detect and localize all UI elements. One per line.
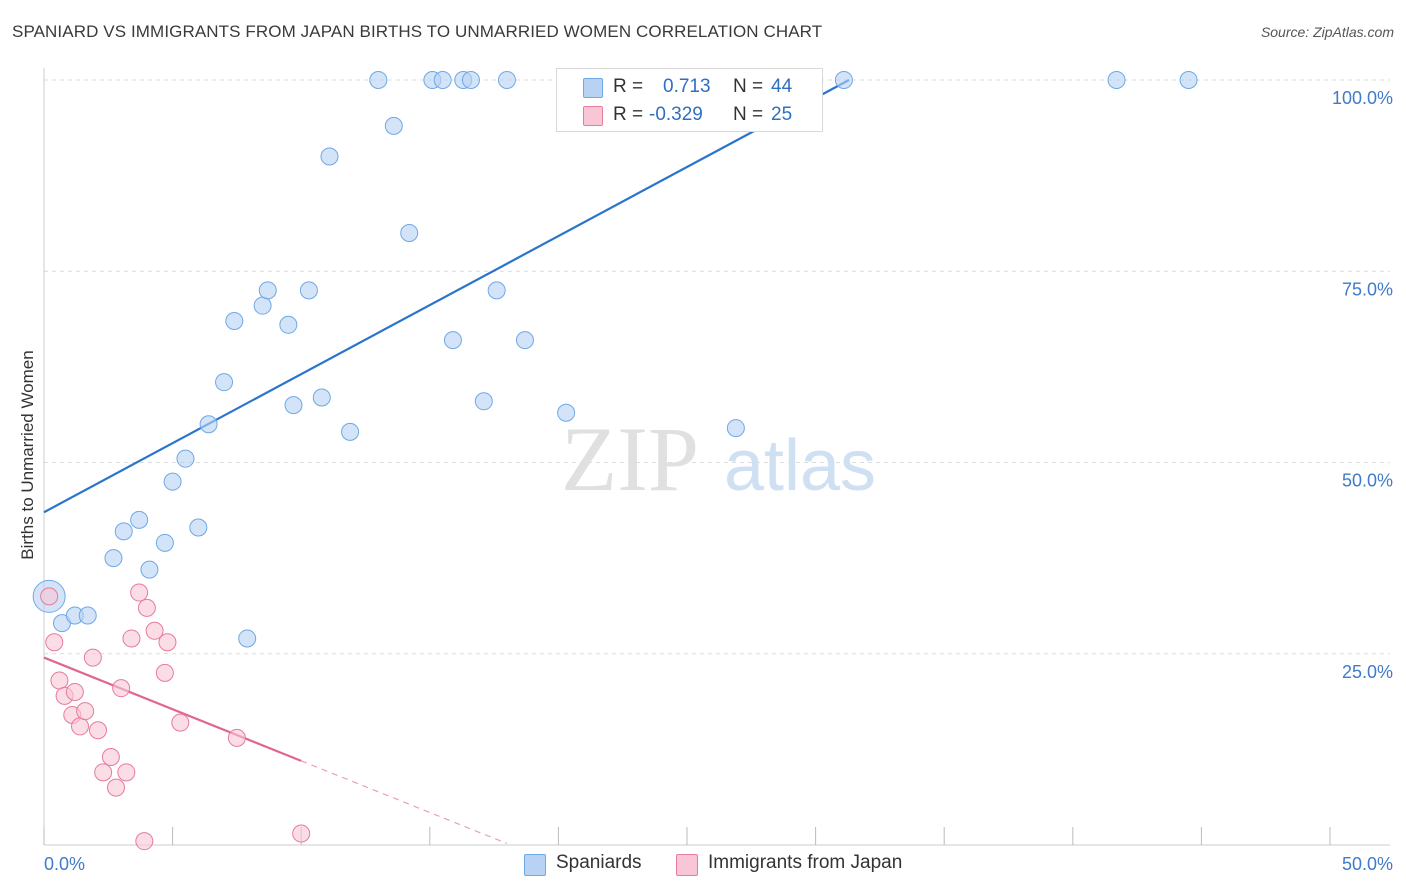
spaniards-point <box>474 392 493 411</box>
legend-r-value: -0.329 <box>649 104 703 125</box>
spaniards-point <box>199 415 218 434</box>
spaniards-point <box>114 522 133 541</box>
y-tick-label: 25.0% <box>1342 662 1393 682</box>
japan-point <box>45 633 64 652</box>
source-label: Source: ZipAtlas.com <box>1260 24 1394 40</box>
spaniards-point <box>140 560 159 579</box>
japan-point <box>158 633 177 652</box>
watermark-atlas: atlas <box>724 426 876 506</box>
japan-point <box>89 721 108 740</box>
legend-swatch-japan <box>583 106 603 126</box>
spaniards-point <box>443 331 462 350</box>
legend-label-japan: Immigrants from Japan <box>708 852 903 873</box>
japan-point <box>40 587 59 606</box>
spaniards-point <box>400 224 419 242</box>
spaniards-point <box>384 116 403 135</box>
legend-n-label: N = <box>733 76 764 97</box>
watermark: ZIP atlas <box>561 408 876 510</box>
x-tick-labels: 0.0% 50.0% <box>44 854 1393 874</box>
legend-r-label: R = <box>613 76 644 97</box>
legend-row-spaniards: R = 0.713 N = 44 <box>557 73 822 101</box>
correlation-legend: R = 0.713 N = 44 R = -0.329 N = 25 <box>556 68 823 132</box>
spaniards-point <box>225 311 244 330</box>
spaniards-point <box>834 71 853 89</box>
spaniards-point <box>176 449 195 468</box>
legend-n-label: N = <box>733 104 764 125</box>
legend-swatch-japan <box>676 854 698 876</box>
japan-trend-extension <box>300 760 508 845</box>
legend-n-value: 44 <box>771 76 793 97</box>
y-axis-title: Births to Unmarried Women <box>18 350 37 560</box>
grid-lines <box>44 79 1390 655</box>
spaniards-point <box>78 606 97 625</box>
spaniards-point <box>1179 71 1198 89</box>
legend-n-value: 25 <box>771 104 793 125</box>
spaniards-point <box>155 533 174 552</box>
spaniards-point <box>726 419 745 438</box>
spaniards-point <box>253 296 272 315</box>
japan-point <box>71 717 90 736</box>
japan-point <box>76 702 95 721</box>
spaniards-point <box>433 71 452 89</box>
spaniards-point <box>497 71 516 89</box>
spaniards-point <box>215 373 234 392</box>
legend-r-value: 0.713 <box>663 76 711 97</box>
spaniards-trend-line <box>43 79 850 514</box>
japan-point <box>107 778 126 797</box>
japan-point <box>155 663 174 682</box>
y-tick-label: 50.0% <box>1342 471 1393 491</box>
x-tick-label: 0.0% <box>44 854 85 874</box>
japan-point <box>65 683 84 701</box>
spaniards-point <box>487 281 506 300</box>
watermark-zip: ZIP <box>561 408 699 510</box>
spaniards-point <box>515 331 534 350</box>
japan-point <box>122 629 141 648</box>
japan-point <box>117 763 136 782</box>
axes <box>43 68 1390 846</box>
x-tick-label: 50.0% <box>1342 854 1393 874</box>
legend-label-spaniards: Spaniards <box>556 852 642 873</box>
japan-point <box>135 832 154 851</box>
y-tick-label: 75.0% <box>1342 279 1393 299</box>
japan-point <box>112 679 131 698</box>
spaniards-point <box>320 147 339 166</box>
spaniards-point <box>369 71 388 89</box>
spaniards-point <box>279 315 298 334</box>
japan-point <box>130 583 149 602</box>
japan-point <box>145 621 164 640</box>
legend-r-label: R = <box>613 104 644 125</box>
spaniards-point <box>104 549 123 568</box>
spaniards-point <box>238 629 257 648</box>
spaniards-point <box>557 403 576 422</box>
japan-point <box>227 728 246 747</box>
spaniards-point <box>1107 71 1126 89</box>
japan-point <box>171 713 190 732</box>
chart-title: SPANIARD VS IMMIGRANTS FROM JAPAN BIRTHS… <box>12 22 823 41</box>
legend-swatch-spaniards <box>583 78 603 98</box>
spaniards-point <box>258 281 277 300</box>
series-legend: Spaniards Immigrants from Japan <box>0 852 1406 878</box>
y-tick-labels: 25.0% 50.0% 75.0% 100.0% <box>1332 88 1393 682</box>
japan-point <box>137 598 156 617</box>
spaniards-point <box>163 472 182 491</box>
y-tick-label: 100.0% <box>1332 88 1393 108</box>
japan-point <box>94 763 113 782</box>
japan-point <box>292 824 311 843</box>
japan-point <box>101 748 120 767</box>
japan-trend-line <box>43 656 302 762</box>
data-points <box>32 71 1198 851</box>
spaniards-point <box>299 281 318 300</box>
spaniards-point <box>341 422 360 441</box>
spaniards-point <box>284 396 303 415</box>
spaniards-point <box>461 71 480 89</box>
spaniards-point <box>130 510 149 529</box>
japan-point <box>83 648 102 667</box>
legend-swatch-spaniards <box>524 854 546 876</box>
trend-lines <box>43 79 850 845</box>
japan-point <box>50 671 69 690</box>
legend-row-japan: R = -0.329 N = 25 <box>557 101 822 129</box>
spaniards-point <box>312 388 331 407</box>
spaniards-point <box>189 518 208 537</box>
